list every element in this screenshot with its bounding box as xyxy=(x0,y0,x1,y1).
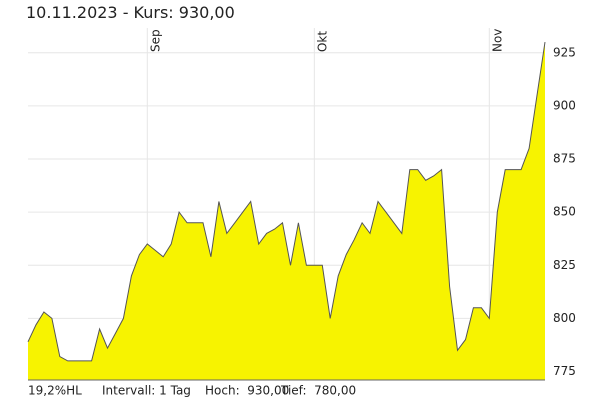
line xyxy=(27,42,546,362)
stat-label: Hoch: 930,00 xyxy=(205,384,289,398)
y-tick-label: 825 xyxy=(553,258,576,272)
y-tick-label: 900 xyxy=(553,98,576,112)
stat-label: 19,2%HL xyxy=(28,384,82,398)
y-tick-label: 775 xyxy=(553,364,576,378)
y-tick-label: 850 xyxy=(553,205,576,219)
y-tick-label: 925 xyxy=(553,45,576,59)
y-tick-label: 875 xyxy=(553,152,576,166)
stat-label: Tief: 780,00 xyxy=(280,384,356,398)
area xyxy=(28,42,545,380)
chart-title: 10.11.2023 - Kurs: 930,00 xyxy=(26,3,235,22)
x-tick-label: Okt xyxy=(315,31,329,52)
x-tick-label: Nov xyxy=(490,29,504,52)
x-tick-label: Sep xyxy=(148,29,162,52)
stat-label: Intervall: 1 Tag xyxy=(102,384,191,398)
y-tick-label: 800 xyxy=(553,311,576,325)
